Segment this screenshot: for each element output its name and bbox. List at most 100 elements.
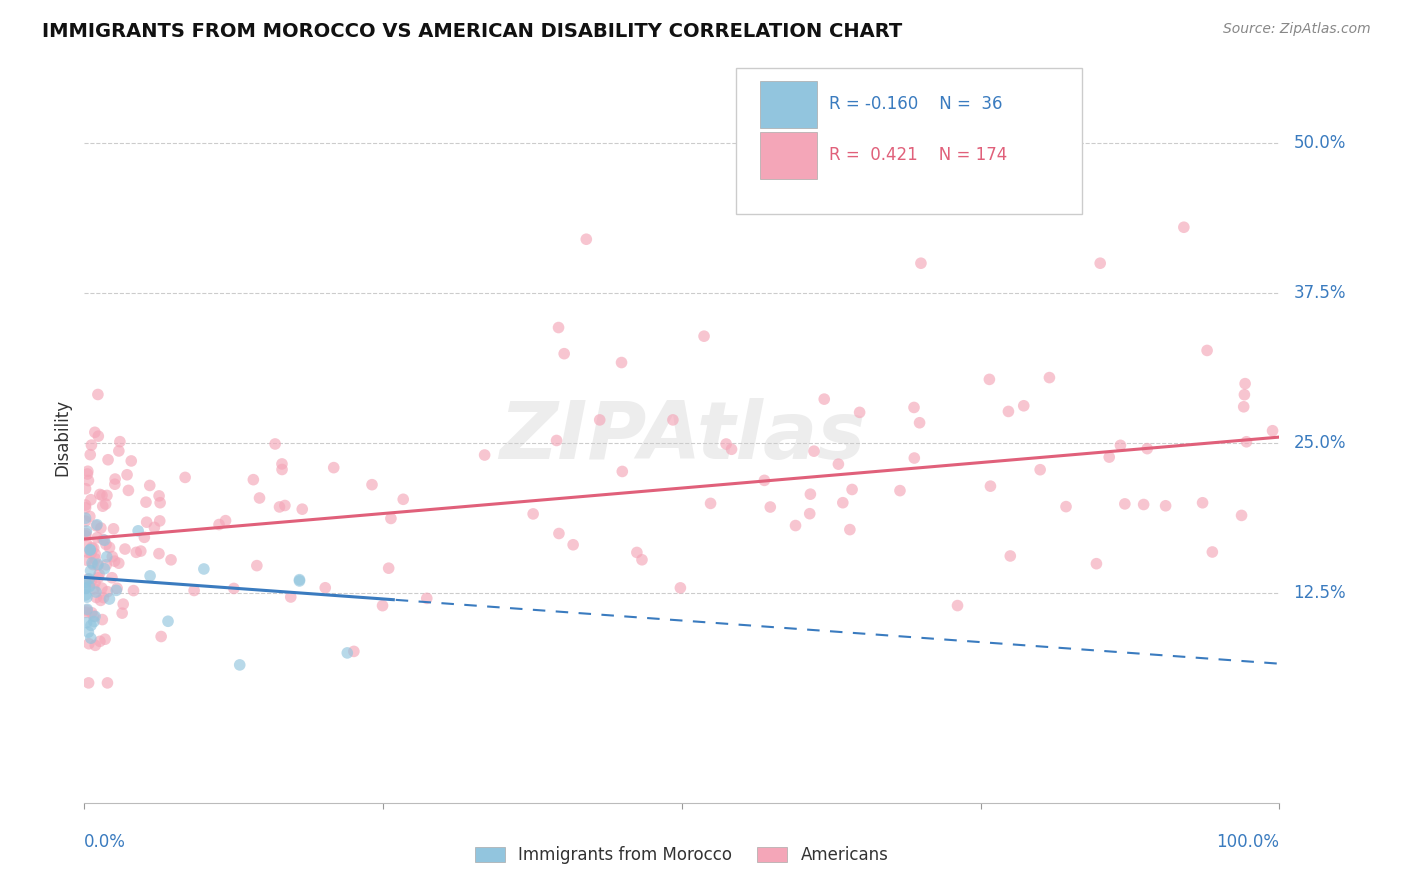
Point [474,448,496,462]
Point [77,676,100,690]
Point [75,588,97,602]
Point [174,470,197,484]
Point [662,413,685,427]
Point [103,522,125,536]
Point [291,502,314,516]
Point [76,553,98,567]
Point [79,579,101,593]
Point [76,615,98,630]
Point [274,499,297,513]
Point [157,614,180,628]
Text: 100.0%: 100.0% [1216,833,1279,851]
Y-axis label: Disability: Disability [53,399,72,475]
Point [76,467,98,481]
Point [86,519,108,533]
Point [1038,370,1060,384]
Point [288,573,311,587]
Point [96,584,118,599]
Point [127,524,149,538]
Point [84,551,107,566]
Point [76,603,98,617]
Point [134,530,156,544]
Point [1109,438,1132,452]
Point [1098,450,1121,464]
Point [84,585,107,599]
Point [841,483,863,497]
Point [946,599,969,613]
Point [80,547,103,561]
Point [101,571,124,585]
Point [98,592,121,607]
Point [889,483,911,498]
Point [80,631,103,645]
Point [76,545,98,559]
Point [1233,388,1256,402]
Point [75,524,97,538]
Legend: Immigrants from Morocco, Americans: Immigrants from Morocco, Americans [475,846,889,864]
Point [1136,442,1159,456]
Point [107,556,129,570]
Point [96,558,118,572]
Point [76,602,98,616]
Point [77,625,100,640]
Point [280,590,302,604]
Point [122,583,145,598]
Point [108,434,131,449]
Point [699,496,721,510]
Point [104,554,127,568]
Point [96,676,118,690]
Point [75,482,97,496]
Point [87,558,110,573]
Point [91,499,114,513]
Point [720,442,742,457]
Point [77,572,100,586]
Point [75,528,97,542]
Point [104,477,127,491]
Point [149,496,172,510]
Point [80,574,103,589]
Point [799,487,821,501]
Point [522,507,544,521]
Point [75,500,97,515]
Point [610,355,633,369]
Point [98,541,121,555]
Point [93,562,115,576]
Point [149,514,172,528]
Point [1191,496,1213,510]
Point [612,465,634,479]
Point [1114,497,1136,511]
Point [79,509,101,524]
Point [271,462,294,476]
Point [799,507,821,521]
Point [1054,500,1077,514]
Point [143,520,166,534]
Point [84,609,107,624]
Point [125,545,148,559]
Point [83,615,105,629]
Point [264,437,287,451]
Point [83,541,105,556]
Point [246,558,269,573]
Point [336,646,359,660]
Point [803,444,825,458]
Point [86,531,108,545]
Text: Source: ZipAtlas.com: Source: ZipAtlas.com [1223,22,1371,37]
Point [1230,508,1253,523]
Point [288,574,311,588]
Text: 25.0%: 25.0% [1294,434,1346,452]
Point [87,429,110,443]
Point [183,583,205,598]
Point [1201,545,1223,559]
Point [546,434,568,448]
Text: 50.0%: 50.0% [1294,135,1346,153]
Point [139,478,162,492]
Point [1085,557,1108,571]
Point [76,590,98,604]
Point [669,581,692,595]
Point [76,464,98,478]
Point [89,634,111,648]
Point [380,511,402,525]
Point [910,256,932,270]
Point [104,472,127,486]
Point [117,483,139,498]
